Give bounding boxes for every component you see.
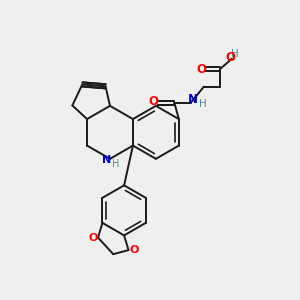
Text: O: O: [225, 51, 236, 64]
Text: O: O: [88, 232, 98, 243]
Text: H: H: [199, 99, 207, 110]
Text: N: N: [188, 93, 198, 106]
Text: O: O: [129, 245, 139, 255]
Text: O: O: [196, 62, 206, 76]
Text: O: O: [149, 95, 159, 108]
Text: N: N: [101, 155, 111, 165]
Text: H: H: [231, 49, 239, 59]
Text: H: H: [112, 159, 119, 169]
